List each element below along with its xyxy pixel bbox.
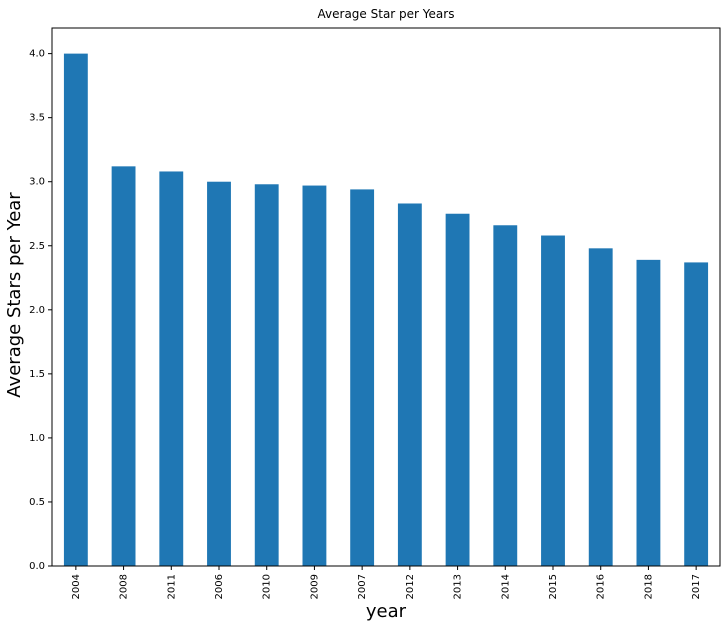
bar-2016 bbox=[588, 248, 613, 567]
bar-2013 bbox=[445, 213, 470, 566]
bar-2009 bbox=[302, 185, 327, 567]
y-tick-label: 3.5 bbox=[29, 113, 45, 124]
bar-2011 bbox=[159, 171, 184, 566]
y-tick-label: 0.0 bbox=[29, 561, 45, 572]
y-axis-ticks: 0.0 0.5 1.0 1.5 2.0 2.5 3.0 3.5 4.0 bbox=[29, 49, 52, 572]
bar-2006 bbox=[207, 181, 231, 566]
x-tick-label: 2018 bbox=[643, 574, 654, 599]
x-tick-label: 2017 bbox=[691, 574, 702, 599]
x-tick-label: 2013 bbox=[453, 574, 464, 599]
y-tick-label: 4.0 bbox=[29, 49, 45, 60]
bar-2008 bbox=[111, 166, 136, 567]
y-tick-label: 2.0 bbox=[29, 305, 45, 316]
x-tick-label: 2008 bbox=[119, 574, 130, 599]
x-tick-label: 2014 bbox=[500, 574, 511, 599]
bar-2010 bbox=[254, 184, 279, 566]
x-tick-label: 2004 bbox=[71, 574, 82, 599]
x-tick-label: 2012 bbox=[405, 574, 416, 599]
x-tick-label: 2011 bbox=[166, 574, 177, 599]
x-axis-ticks: 2004 2008 2011 2006 2010 2009 2007 2012 2013 2014… bbox=[71, 566, 702, 599]
x-tick-label: 2007 bbox=[357, 574, 368, 599]
bar-2007 bbox=[350, 189, 375, 566]
y-tick-label: 2.5 bbox=[29, 241, 45, 252]
chart-title: Average Star per Years bbox=[318, 7, 455, 21]
x-axis-title: year bbox=[366, 601, 407, 622]
bars-group bbox=[63, 53, 709, 567]
bar-2017 bbox=[684, 262, 709, 566]
y-tick-label: 1.5 bbox=[29, 369, 45, 380]
bar-2018 bbox=[636, 259, 661, 566]
y-tick-label: 1.0 bbox=[29, 433, 45, 444]
x-tick-label: 2015 bbox=[548, 574, 559, 599]
x-tick-label: 2006 bbox=[214, 574, 225, 599]
y-tick-label: 3.0 bbox=[29, 177, 45, 188]
y-axis-title: Average Stars per Year bbox=[4, 192, 25, 398]
plot-frame bbox=[51, 27, 721, 567]
bar-2014 bbox=[493, 225, 518, 566]
x-tick-label: 2016 bbox=[596, 574, 607, 599]
bar-2004 bbox=[63, 53, 88, 567]
y-tick-label: 0.5 bbox=[29, 497, 45, 508]
bar-2015 bbox=[541, 235, 565, 566]
bar-2012 bbox=[397, 203, 422, 566]
x-tick-label: 2009 bbox=[309, 574, 320, 599]
x-tick-label: 2010 bbox=[262, 574, 273, 599]
